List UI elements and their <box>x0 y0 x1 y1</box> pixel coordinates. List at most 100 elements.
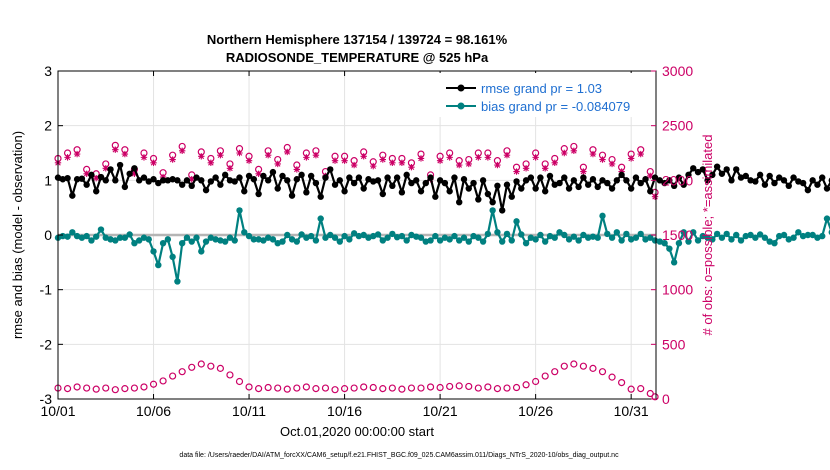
rmse-point <box>809 177 816 184</box>
rmse-point <box>518 185 525 192</box>
obs-possible-marker <box>274 384 282 392</box>
rmse-point <box>73 176 81 183</box>
rmse-point <box>656 177 664 184</box>
bias-point <box>565 236 573 243</box>
rmse-point <box>441 179 449 187</box>
rmse-point <box>417 188 425 195</box>
rmse-point <box>565 185 573 192</box>
bias-point <box>83 232 90 240</box>
bias-point <box>279 238 286 245</box>
obs-assimilated-marker <box>350 161 358 169</box>
bias-point <box>604 230 611 238</box>
rmse-point <box>456 199 463 206</box>
obs-possible-marker <box>627 385 635 393</box>
bias-point <box>231 237 238 244</box>
bias-point <box>675 240 683 247</box>
obs-assimilated-marker <box>608 160 616 168</box>
obs-assimilated-marker <box>532 154 539 161</box>
obs-possible-marker <box>551 368 559 376</box>
obs-possible-marker <box>188 363 196 371</box>
bias-point <box>460 234 468 241</box>
bias-point <box>747 231 754 239</box>
obs-assimilated-marker <box>599 156 606 163</box>
rmse-point <box>135 177 143 184</box>
bias-point <box>446 236 453 243</box>
rmse-point <box>64 174 71 182</box>
bias-point <box>522 240 530 247</box>
bias-point <box>384 234 391 241</box>
rmse-point <box>379 190 386 198</box>
rmse-point <box>589 176 597 183</box>
obs-possible-marker <box>608 373 616 381</box>
rmse-point <box>680 181 687 188</box>
bias-point <box>436 237 444 244</box>
obs-assimilated-marker <box>370 162 377 170</box>
rmse-point <box>264 177 272 184</box>
bias-point <box>494 229 501 236</box>
obs-possible-marker <box>216 364 224 372</box>
bias-point <box>709 236 716 243</box>
rmse-point <box>140 174 148 181</box>
bias-point <box>226 234 234 241</box>
bias-point <box>728 236 735 243</box>
rmse-point <box>116 161 124 169</box>
rmse-point <box>360 185 367 192</box>
obs-assimilated-marker <box>436 157 444 164</box>
bias-point <box>360 231 367 239</box>
rmse-point <box>608 185 616 192</box>
bias-point <box>169 253 176 261</box>
y-right-tick-label: 3000 <box>662 63 693 79</box>
rmse-point <box>389 182 396 189</box>
rmse-point <box>198 177 205 184</box>
rmse-point <box>756 171 764 179</box>
obs-possible-marker <box>532 377 540 386</box>
rmse-point <box>279 172 286 180</box>
bias-point <box>537 231 544 239</box>
obs-possible-marker <box>455 382 463 390</box>
obs-assimilated-marker <box>102 165 109 172</box>
bias-point <box>107 236 114 243</box>
rmse-point <box>785 182 792 189</box>
rmse-point <box>365 176 372 183</box>
bias-point <box>556 229 563 236</box>
obs-assimilated-marker <box>264 151 272 159</box>
obs-assimilated-marker <box>513 168 520 175</box>
obs-assimilated-marker <box>627 155 635 162</box>
rmse-point <box>370 178 377 185</box>
bias-point <box>188 238 195 245</box>
rmse-point <box>627 185 635 192</box>
bias-point <box>250 236 258 243</box>
rmse-point <box>604 179 611 187</box>
rmse-point <box>102 177 109 184</box>
obs-assimilated-marker <box>303 154 310 161</box>
bias-point <box>255 236 262 243</box>
y-right-tick-label: 0 <box>662 391 670 407</box>
rmse-point <box>355 174 363 181</box>
rmse-point <box>274 185 281 192</box>
bias-point <box>776 232 783 240</box>
rmse-point <box>661 179 668 187</box>
rmse-point <box>728 177 735 184</box>
x-axis-label: Oct.01,2020 00:00:00 start <box>280 424 434 439</box>
bias-point <box>618 237 625 244</box>
rmse-point <box>580 174 587 181</box>
bias-point <box>379 237 386 244</box>
bias-point <box>202 238 210 245</box>
rmse-point <box>88 171 95 179</box>
rmse-point <box>503 181 511 188</box>
obs-assimilated-marker <box>159 173 167 181</box>
rmse-point <box>78 175 86 182</box>
bias-point <box>594 234 601 241</box>
rmse-point <box>780 177 788 184</box>
rmse-point <box>541 188 549 195</box>
rmse-point <box>494 182 501 189</box>
rmse-point <box>217 181 224 188</box>
bias-point <box>336 238 344 245</box>
rmse-point <box>823 185 830 192</box>
obs-assimilated-marker <box>284 148 291 156</box>
bias-point <box>64 233 71 240</box>
rmse-point <box>685 171 692 179</box>
bias-point <box>269 236 277 243</box>
bias-point <box>718 234 726 241</box>
bias-point <box>393 233 401 241</box>
